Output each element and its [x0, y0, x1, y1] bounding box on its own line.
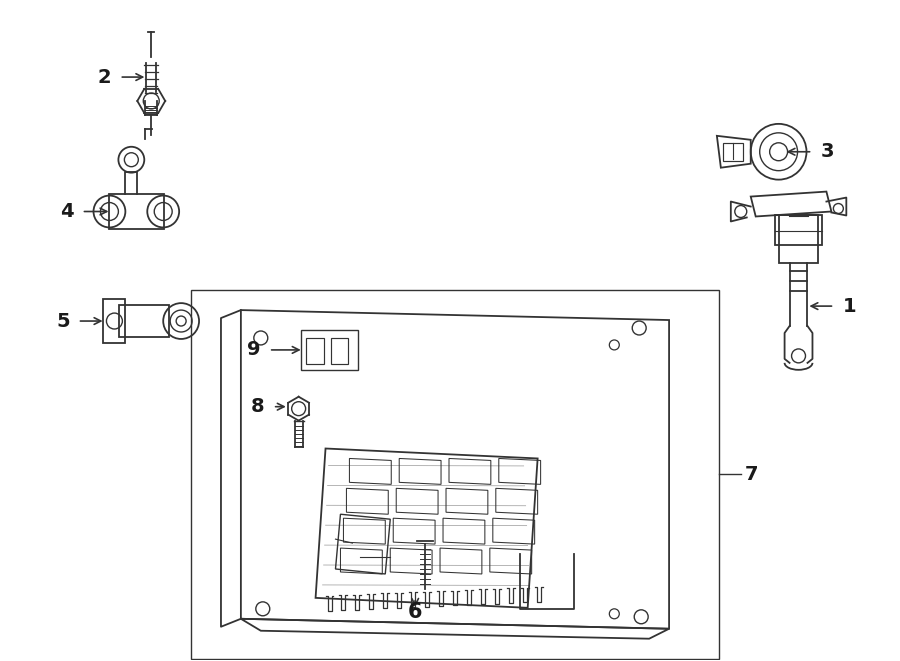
- Bar: [104, 299, 125, 343]
- Bar: [778, 215, 818, 263]
- Bar: [330, 338, 348, 364]
- Text: 1: 1: [842, 297, 856, 315]
- Text: 2: 2: [98, 67, 112, 87]
- Text: 3: 3: [821, 142, 834, 161]
- Bar: [306, 338, 323, 364]
- Bar: [110, 194, 164, 229]
- Text: 7: 7: [745, 465, 759, 484]
- Text: 6: 6: [408, 602, 422, 622]
- Bar: [191, 290, 719, 658]
- Text: 5: 5: [56, 311, 69, 330]
- Text: 8: 8: [251, 397, 265, 416]
- Bar: [301, 330, 358, 370]
- Bar: [775, 215, 823, 245]
- Bar: [120, 305, 169, 337]
- Text: 4: 4: [60, 202, 74, 221]
- Bar: [723, 143, 742, 161]
- Text: 9: 9: [248, 340, 261, 360]
